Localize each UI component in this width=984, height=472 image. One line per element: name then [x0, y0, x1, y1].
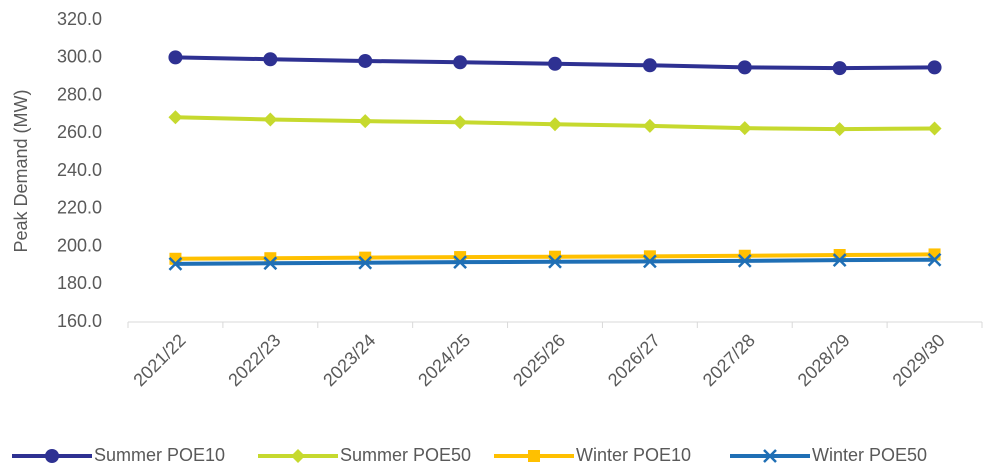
legend-label: Summer POE50 [340, 445, 471, 465]
marker [263, 52, 278, 67]
x-tick-label: 2028/29 [794, 330, 854, 390]
marker [453, 115, 468, 130]
marker [548, 56, 562, 71]
legend-marker [291, 449, 305, 463]
marker [453, 255, 467, 270]
legend-label: Summer POE10 [94, 445, 225, 465]
marker [927, 252, 942, 267]
marker [832, 122, 847, 137]
x-tick-label: 2022/23 [224, 330, 284, 390]
y-tick-label: 260.0 [57, 122, 102, 142]
marker [737, 121, 752, 136]
marker [168, 50, 183, 65]
marker [358, 255, 373, 270]
marker [168, 110, 183, 125]
marker [927, 60, 942, 75]
marker [737, 60, 752, 75]
marker [168, 256, 183, 271]
marker [453, 55, 468, 70]
x-tick-label: 2027/28 [699, 330, 759, 390]
marker [358, 53, 373, 68]
legend-marker [763, 449, 777, 463]
y-tick-label: 160.0 [57, 311, 102, 331]
y-tick-label: 320.0 [57, 9, 102, 29]
legend-marker [528, 450, 540, 462]
x-tick-label: 2024/25 [414, 330, 474, 390]
x-tick-label: 2025/26 [509, 330, 569, 390]
y-tick-label: 220.0 [57, 198, 102, 218]
y-tick-label: 240.0 [57, 160, 102, 180]
marker [169, 252, 182, 265]
marker [359, 251, 372, 264]
legend-label: Winter POE50 [812, 445, 927, 465]
marker [832, 253, 847, 267]
marker [358, 114, 373, 129]
marker [548, 117, 562, 132]
marker [643, 254, 657, 269]
y-tick-label: 300.0 [57, 47, 102, 67]
marker [263, 112, 278, 127]
y-tick-label: 180.0 [57, 273, 102, 293]
marker [263, 256, 278, 271]
legend-marker [45, 449, 59, 463]
x-tick-label: 2023/24 [319, 330, 379, 390]
x-tick-label: 2029/30 [889, 330, 949, 390]
marker [642, 58, 657, 73]
marker [927, 121, 942, 136]
x-tick-label: 2021/22 [129, 330, 189, 390]
marker [548, 254, 562, 269]
y-axis-title: Peak Demand (MW) [11, 89, 31, 252]
marker [928, 248, 941, 261]
y-tick-label: 200.0 [57, 235, 102, 255]
y-tick-label: 280.0 [57, 84, 102, 104]
x-tick-label: 2026/27 [604, 330, 664, 390]
marker [642, 118, 657, 133]
legend-label: Winter POE10 [576, 445, 691, 465]
marker [737, 253, 752, 268]
marker [832, 61, 847, 76]
